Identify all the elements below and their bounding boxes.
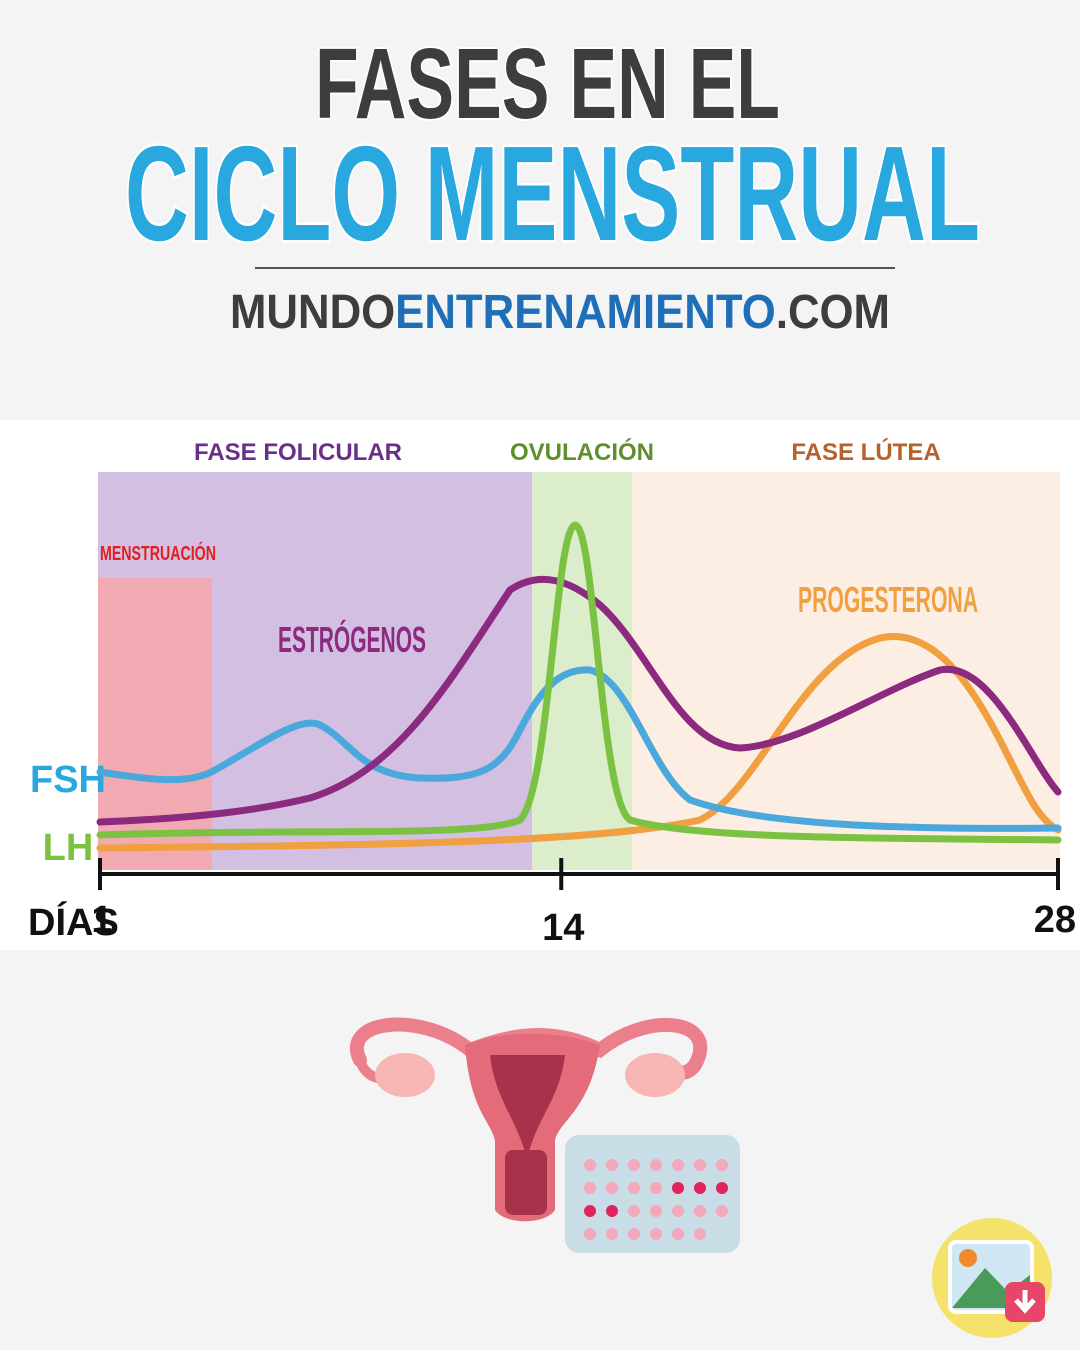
menstruation-label: MENSTRUACIÓN (100, 541, 216, 565)
axis-label: DÍAS (28, 900, 119, 944)
title-line1: FASES EN EL (315, 28, 780, 140)
site-part: .COM (776, 286, 890, 339)
estrogen-curve (96, 575, 1062, 826)
progesterone-label: PROGESTERONA (798, 579, 978, 620)
phase-label: FASE FOLICULAR (194, 439, 402, 466)
uterus-illustration (350, 1017, 740, 1253)
menstruation-region (98, 578, 212, 870)
phase-label: OVULACIÓN (510, 438, 654, 466)
x-tick-label: 14 (542, 907, 584, 949)
fsh-curve (96, 666, 1062, 832)
lh-curve (96, 521, 1062, 844)
luteal-region (632, 472, 1060, 870)
site-name: MUNDOENTRENAMIENTO.COM (230, 286, 890, 339)
fsh-label: FSH (30, 759, 106, 801)
site-part: ENTRENAMIENTO (395, 286, 776, 339)
site-part: MUNDO (230, 286, 395, 339)
save-image-icon[interactable] (932, 1218, 1052, 1338)
x-tick-label: 28 (1034, 899, 1076, 941)
x-tick-label: 1 (91, 899, 112, 941)
estrogen-label: ESTRÓGENOS (278, 618, 426, 660)
title-line2: CICLO MENSTRUAL (125, 118, 980, 269)
lh-label: LH (43, 827, 94, 869)
cycle-chart: FASE FOLICULAR OVULACIÓN FASE LÚTEA MENS… (0, 420, 1080, 950)
phase-label: FASE LÚTEA (791, 438, 940, 466)
progesterone-curve (96, 633, 1062, 852)
